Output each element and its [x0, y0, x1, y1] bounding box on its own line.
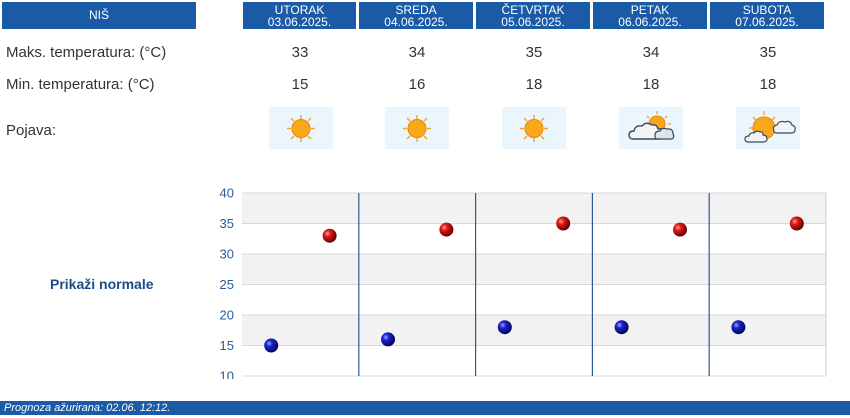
day-date: 03.06.2025.	[267, 15, 332, 29]
chart-band	[242, 284, 826, 315]
chart-band	[242, 223, 826, 254]
min-temperature-point	[381, 332, 395, 347]
sun-icon	[269, 107, 333, 149]
max-temp-value: 35	[525, 44, 543, 61]
max-temperature-row: Maks. temperatura: (°C) 33 34 35 34 35	[0, 42, 850, 66]
y-tick-label: 30	[220, 247, 234, 262]
sun-icon	[385, 107, 449, 149]
temperature-chart: 40 35 30 25 20 15 10	[220, 186, 827, 380]
day-header-1: UTORAK 03.06.2025.	[243, 2, 356, 29]
min-temp-value: 15	[291, 76, 309, 93]
show-normals-link[interactable]: Prikaži normale	[50, 276, 154, 292]
y-tick-label: 15	[220, 338, 234, 353]
day-date: 05.06.2025.	[501, 15, 565, 29]
day-header-3: ČETVRTAK 05.06.2025.	[476, 2, 590, 29]
chart-band	[242, 345, 826, 376]
phenomenon-row: Pojava:	[0, 120, 850, 144]
y-tick-label: 35	[220, 216, 234, 231]
max-temp-value: 34	[642, 44, 660, 61]
day-date: 06.06.2025.	[618, 15, 682, 29]
max-temp-value: 35	[759, 44, 777, 61]
min-temperature-point	[731, 320, 746, 335]
max-temp-value: 34	[408, 44, 426, 61]
y-tick-label: 40	[220, 186, 234, 201]
forecast-updated: Prognoza ažurirana: 02.06. 12:12.	[0, 401, 850, 415]
city-name: NIŠ	[2, 2, 196, 29]
chart-band	[242, 254, 826, 285]
day-name: SUBOTA	[742, 3, 792, 17]
max-temperature-point	[439, 222, 454, 237]
forecast-header: NIŠ UTORAK 03.06.2025. SREDA 04.06.2025.…	[0, 0, 850, 30]
min-temp-value: 18	[642, 76, 660, 93]
day-header-4: PETAK 06.06.2025.	[593, 2, 707, 29]
chart-band	[242, 315, 826, 346]
day-name: ČETVRTAK	[501, 3, 565, 17]
day-header-5: SUBOTA 07.06.2025.	[710, 2, 824, 29]
sun-icon	[502, 107, 566, 149]
min-temperature-row: Min. temperatura: (°C) 15 16 18 18 18	[0, 74, 850, 98]
phenomenon-label: Pojava:	[6, 122, 57, 139]
min-temp-value: 16	[408, 76, 426, 93]
y-tick-label: 20	[220, 308, 234, 323]
min-temp-value: 18	[759, 76, 777, 93]
day-date: 04.06.2025.	[384, 15, 448, 29]
day-name: PETAK	[630, 3, 670, 17]
min-temperature-label: Min. temperatura: (°C)	[6, 76, 155, 93]
y-tick-label: 25	[220, 277, 234, 292]
day-name: SREDA	[395, 3, 437, 17]
min-temperature-point	[614, 320, 629, 335]
max-temperature-point	[322, 228, 337, 243]
max-temperature-point	[673, 222, 687, 237]
sun-behind-clouds-icon	[619, 107, 683, 149]
max-temp-value: 33	[291, 44, 309, 61]
partly-cloudy-sun-icon	[736, 107, 800, 149]
max-temperature-point	[789, 216, 804, 231]
chart-band	[242, 193, 826, 224]
day-date: 07.06.2025.	[735, 15, 799, 29]
max-temperature-label: Maks. temperatura: (°C)	[6, 44, 167, 61]
day-name: UTORAK	[274, 3, 325, 17]
y-tick-label: 10	[220, 369, 234, 380]
day-header-2: SREDA 04.06.2025.	[359, 2, 473, 29]
min-temperature-point	[497, 320, 512, 335]
min-temp-value: 18	[525, 76, 543, 93]
max-temperature-point	[556, 216, 571, 231]
min-temperature-point	[264, 338, 279, 353]
